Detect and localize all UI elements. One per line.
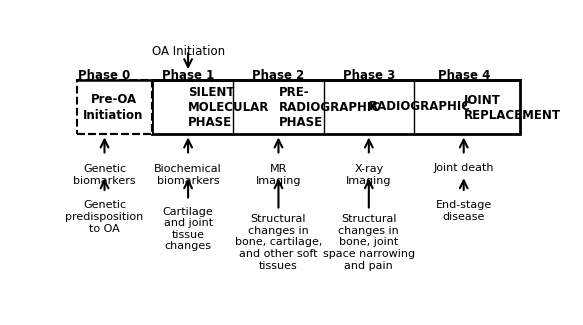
Text: Genetic
biomarkers: Genetic biomarkers bbox=[73, 164, 136, 186]
Text: JOINT
REPLACEMENT: JOINT REPLACEMENT bbox=[463, 94, 561, 122]
Text: Phase 3: Phase 3 bbox=[343, 69, 395, 82]
Text: Phase 1: Phase 1 bbox=[162, 69, 214, 82]
Text: Structural
changes in
bone, cartilage,
and other soft
tissues: Structural changes in bone, cartilage, a… bbox=[235, 214, 322, 271]
Text: Joint death: Joint death bbox=[433, 163, 494, 173]
Text: X-ray
Imaging: X-ray Imaging bbox=[346, 164, 392, 186]
Text: End-stage
disease: End-stage disease bbox=[436, 201, 492, 222]
Text: PRE-
RADIOGRAPHIC
PHASE: PRE- RADIOGRAPHIC PHASE bbox=[279, 86, 381, 129]
Bar bbox=[78, 80, 152, 134]
Text: Genetic
predisposition
to OA: Genetic predisposition to OA bbox=[65, 201, 143, 234]
Text: Phase 2: Phase 2 bbox=[252, 69, 304, 82]
Text: Structural
changes in
bone, joint
space narrowing
and pain: Structural changes in bone, joint space … bbox=[323, 214, 415, 271]
Text: Pre-OA
Initiation: Pre-OA Initiation bbox=[83, 93, 144, 122]
Text: RADIOGRAPHIC: RADIOGRAPHIC bbox=[369, 100, 471, 113]
Text: SILENT
MOLECULAR
PHASE: SILENT MOLECULAR PHASE bbox=[188, 86, 269, 129]
Text: Cartilage
and joint
tissue
changes: Cartilage and joint tissue changes bbox=[163, 207, 213, 252]
Text: Biochemical
biomarkers: Biochemical biomarkers bbox=[154, 164, 222, 186]
Text: MR
Imaging: MR Imaging bbox=[256, 164, 301, 186]
Bar bbox=[152, 80, 520, 134]
Text: Phase 4: Phase 4 bbox=[437, 69, 490, 82]
Text: Phase 0: Phase 0 bbox=[78, 69, 131, 82]
Text: OA Initiation: OA Initiation bbox=[152, 45, 224, 58]
